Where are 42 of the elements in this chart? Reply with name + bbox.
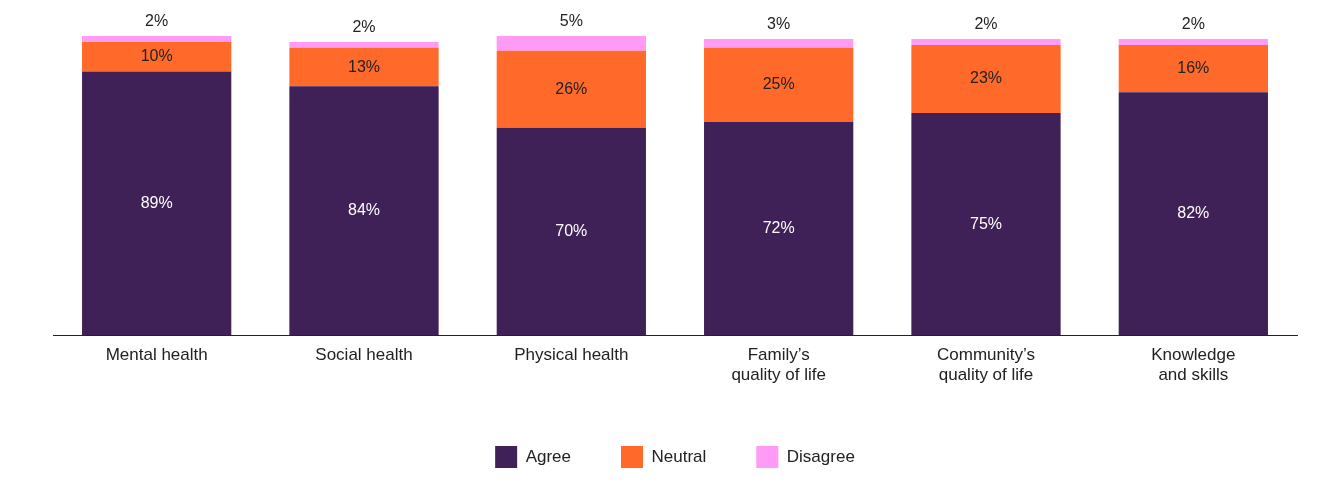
data-label: 82% bbox=[1177, 204, 1210, 222]
data-label: 70% bbox=[555, 221, 588, 239]
data-label: 5% bbox=[559, 12, 583, 30]
bar bbox=[911, 113, 1061, 336]
x-tick-label: Knowledge and skills bbox=[1151, 345, 1236, 385]
data-label: 13% bbox=[347, 57, 381, 75]
bar bbox=[82, 71, 232, 336]
bar bbox=[82, 36, 232, 42]
bar bbox=[704, 121, 854, 336]
data-label: 89% bbox=[140, 193, 173, 211]
data-label: 10% bbox=[140, 47, 173, 65]
data-label: 16% bbox=[1177, 58, 1210, 76]
bar bbox=[496, 127, 646, 336]
bar bbox=[289, 41, 439, 48]
data-label: 26% bbox=[555, 79, 588, 97]
bar bbox=[289, 86, 439, 336]
x-tick-label: Community’s quality of life bbox=[937, 345, 1035, 385]
bar bbox=[496, 50, 646, 128]
data-label: 2% bbox=[974, 15, 998, 33]
data-label: 23% bbox=[969, 69, 1003, 87]
legend-label: Agree bbox=[525, 446, 572, 466]
data-label: 75% bbox=[969, 214, 1003, 232]
data-label: 2% bbox=[145, 12, 169, 30]
data-label: 25% bbox=[762, 75, 795, 93]
bar bbox=[1118, 38, 1268, 45]
bar bbox=[911, 38, 1061, 45]
legend-label: Neutral bbox=[651, 446, 707, 466]
x-tick-label: Physical health bbox=[514, 345, 629, 365]
x-tick-label: Mental health bbox=[105, 345, 208, 365]
bar bbox=[496, 36, 646, 51]
x-tick-label: Social health bbox=[315, 345, 413, 365]
bar bbox=[704, 47, 854, 122]
bar bbox=[1118, 92, 1268, 336]
data-label: 3% bbox=[767, 15, 791, 33]
legend-label: Disagree bbox=[786, 446, 855, 466]
data-label: 2% bbox=[352, 18, 376, 36]
data-label: 72% bbox=[762, 218, 795, 236]
x-tick-label: Family’s quality of life bbox=[731, 345, 826, 385]
bar bbox=[911, 44, 1061, 114]
data-label: 84% bbox=[347, 201, 381, 219]
data-label: 2% bbox=[1181, 15, 1205, 33]
bar bbox=[704, 38, 854, 48]
